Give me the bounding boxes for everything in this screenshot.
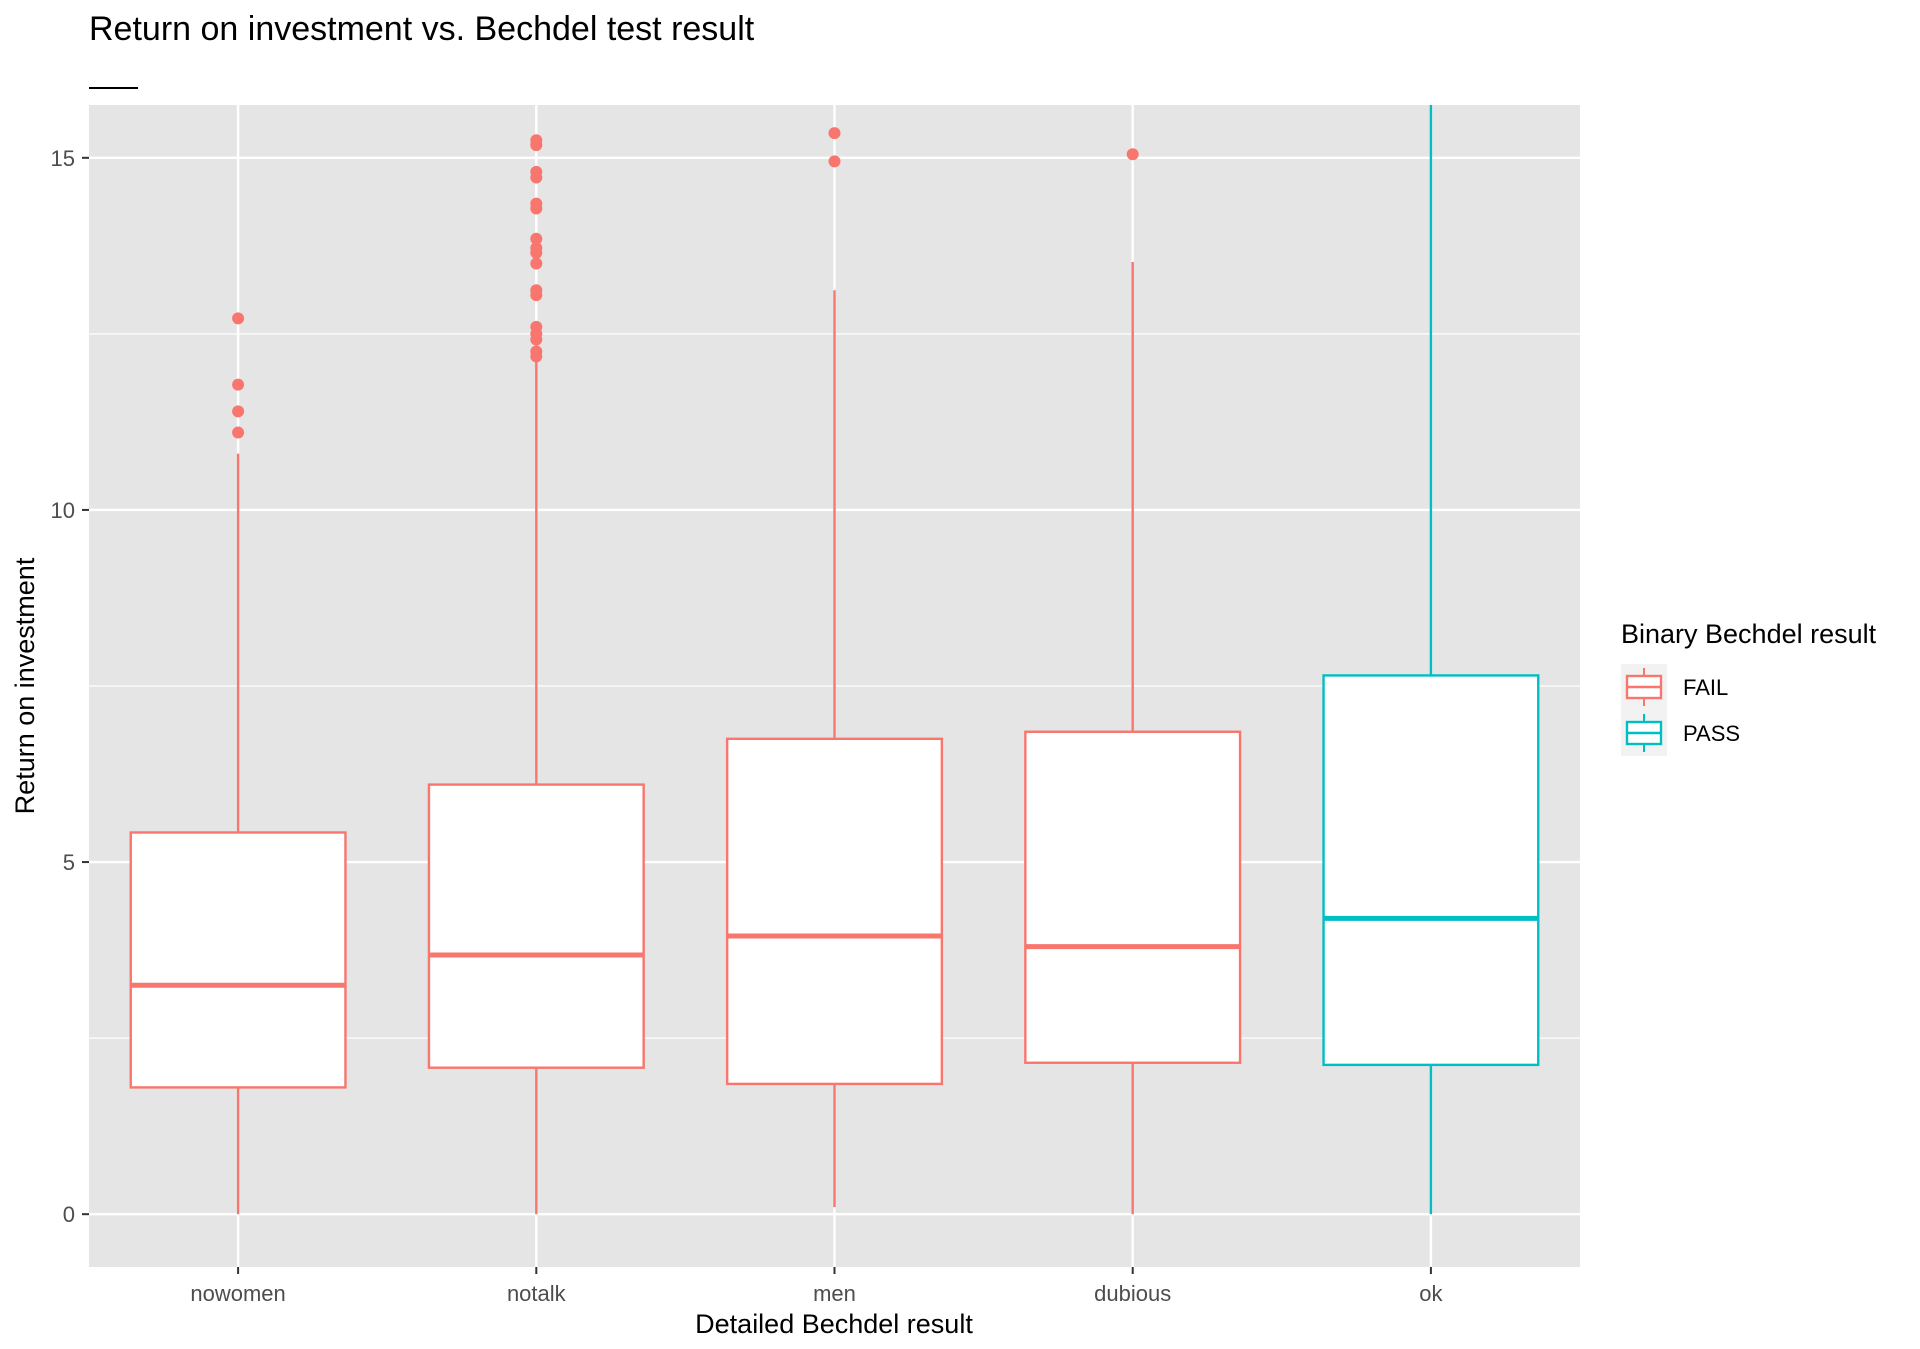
- outlier-point: [1126, 148, 1139, 161]
- y-tick-label: 10: [51, 498, 75, 523]
- outlier-point: [232, 378, 245, 391]
- legend-label-fail: FAIL: [1683, 675, 1728, 700]
- boxes: [129, 105, 1540, 1215]
- y-tick-label: 5: [63, 850, 75, 875]
- box-dubious: [1024, 148, 1242, 1215]
- iqr-box: [725, 737, 944, 1086]
- box-nowomen: [129, 312, 347, 1215]
- outlier-point: [232, 312, 245, 325]
- outlier-point: [530, 165, 543, 178]
- outlier-point: [530, 284, 543, 297]
- legend-items: FAIL PASS: [1621, 664, 1740, 756]
- chart-title: Return on investment vs. Bechdel test re…: [89, 10, 755, 48]
- outlier-point: [530, 232, 543, 245]
- legend-label-pass: PASS: [1683, 721, 1740, 746]
- outlier-point: [232, 405, 245, 418]
- outlier-point: [530, 197, 543, 210]
- outlier-point: [530, 134, 543, 147]
- x-axis-title: Detailed Bechdel result: [695, 1309, 973, 1339]
- box-notalk: [427, 134, 645, 1215]
- legend-item-fail: FAIL: [1621, 664, 1728, 710]
- y-tick-label: 15: [51, 146, 75, 171]
- y-axis-title: Return on investment: [10, 557, 40, 814]
- outlier-point: [530, 241, 543, 254]
- iqr-box: [1322, 674, 1540, 1067]
- iqr-box: [129, 831, 347, 1089]
- outlier-point: [530, 320, 543, 333]
- iqr-box: [427, 783, 645, 1069]
- legend-title: Binary Bechdel result: [1621, 619, 1877, 649]
- x-tick-label-dubious: dubious: [1094, 1281, 1171, 1306]
- outlier-point: [828, 127, 841, 140]
- outlier-point: [828, 155, 841, 168]
- legend-item-pass: PASS: [1621, 710, 1740, 756]
- box-men: [725, 127, 944, 1208]
- y-tick-label: 0: [63, 1202, 75, 1227]
- x-tick-label-men: men: [813, 1281, 856, 1306]
- x-tick-label-ok: ok: [1419, 1281, 1443, 1306]
- box-ok: [1322, 105, 1540, 1215]
- x-tick-label-notalk: notalk: [507, 1281, 567, 1306]
- iqr-box: [1024, 730, 1242, 1064]
- outlier-point: [530, 257, 543, 270]
- axes: 0 5 10 15 nowomen notalk men dubious ok: [51, 146, 1444, 1306]
- x-tick-label-nowomen: nowomen: [190, 1281, 285, 1306]
- outlier-point: [530, 345, 543, 358]
- legend: Binary Bechdel result FAIL PASS: [1621, 619, 1877, 756]
- outlier-point: [232, 426, 245, 439]
